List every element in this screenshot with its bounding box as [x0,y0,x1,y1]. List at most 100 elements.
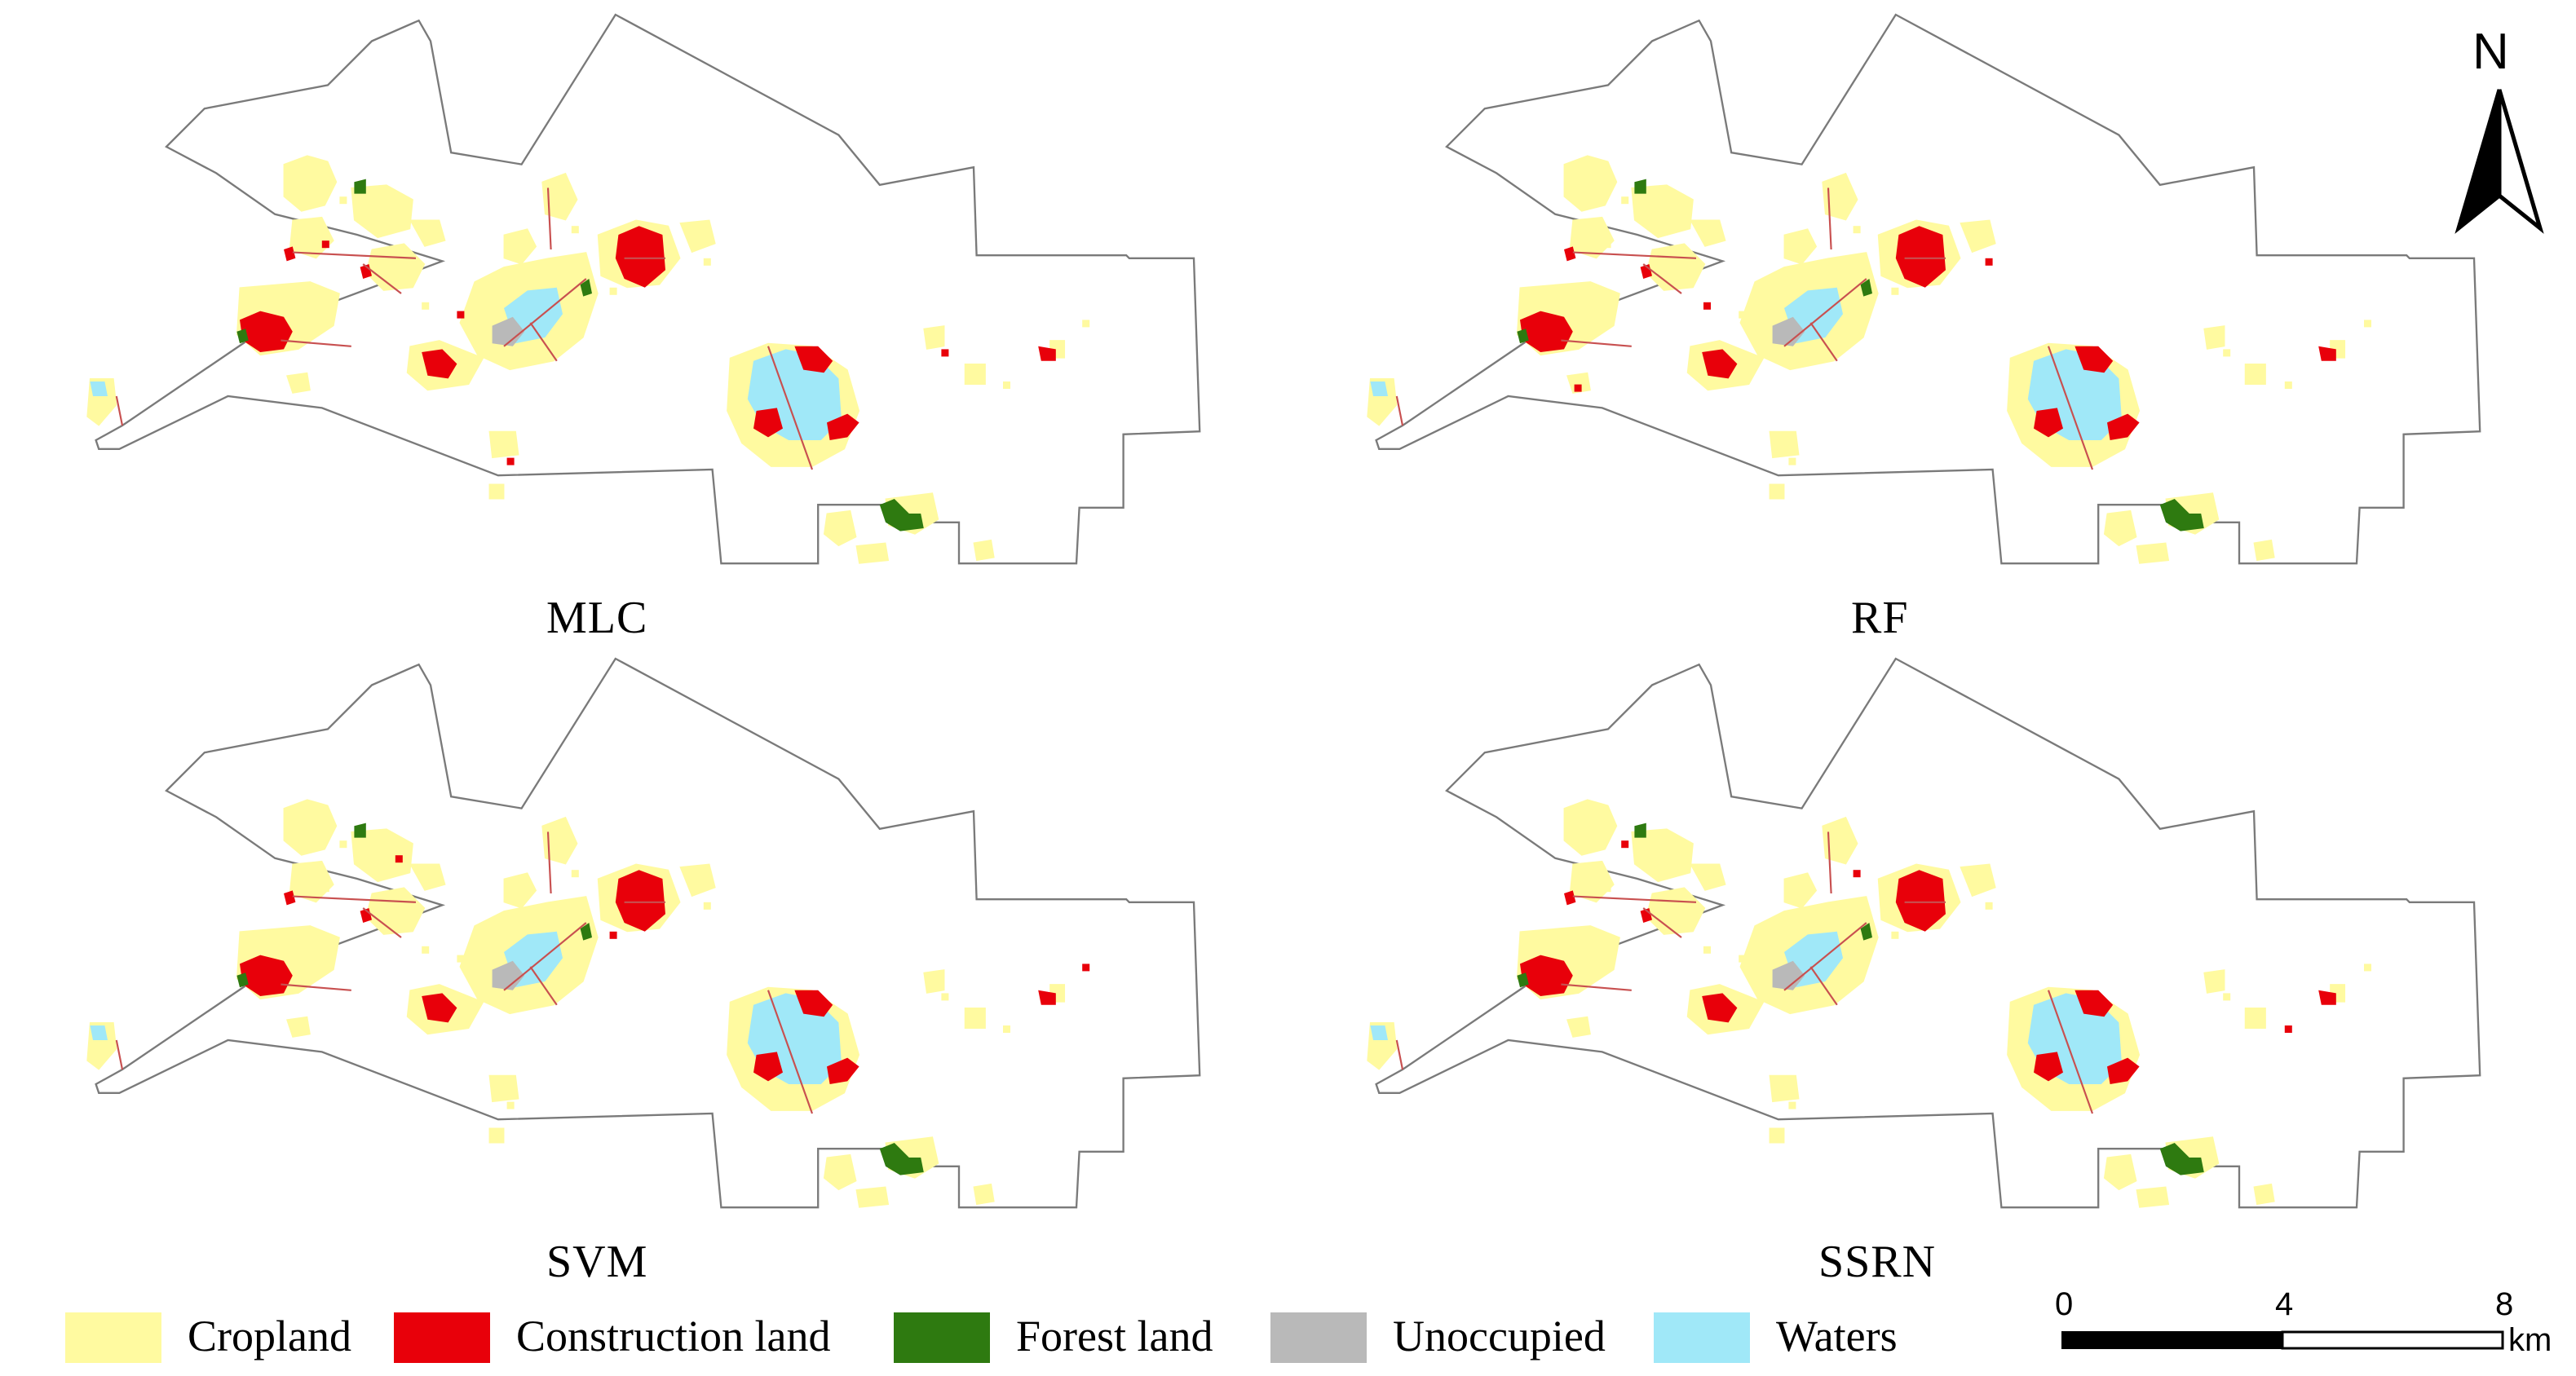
cropland-patch [1631,184,1694,239]
cropland-patch [1769,483,1785,500]
land-speckle [571,870,579,878]
land-speckle [292,1028,300,1036]
scale-bar-graphic [2061,1330,2504,1350]
legend-label-waters: Waters [1776,1312,1898,1361]
road-segment [292,895,417,903]
road-segment [1395,395,1404,426]
cropland-patch [1960,863,1996,897]
unoccupied-patch [1772,960,1805,990]
cropland-patch [2244,1007,2266,1030]
north-label: N [2472,24,2509,80]
legend-label-construction-land: Construction land [516,1312,831,1361]
road-segment [1783,922,1867,991]
construction-land-patch [2074,990,2114,1017]
forest-land-patch [1634,823,1646,838]
construction-land-patch [1564,890,1576,906]
land-speckle [1985,258,1993,266]
cropland-swatch [65,1312,161,1363]
land-speckle [2364,320,2371,328]
study-area-boundary [95,13,1201,565]
cropland-patch [1631,828,1694,883]
cropland-patch [488,483,505,500]
land-speckle [941,993,949,1001]
study-area-boundary [1375,13,2481,565]
land-speckle [1985,902,1993,910]
cropland-patch [283,799,338,856]
construction-land-patch [2074,346,2114,373]
land-speckle [1603,240,1611,249]
road-segment [362,907,402,938]
forest-land-patch [1517,329,1529,344]
road-segment [115,395,124,426]
legend: Cropland Construction land Forest land U… [65,1303,1973,1368]
road-segment [292,251,417,259]
land-speckle [609,287,617,295]
cropland-patch [1783,228,1818,265]
land-speckle [1621,840,1629,849]
cropland-patch [409,219,446,247]
scale-unit: km [2508,1322,2552,1358]
cropland-patch [1563,155,1618,212]
map-drawing [86,657,1201,1209]
unoccupied-patch [492,316,525,346]
land-speckle [457,955,465,963]
legend-label-forest-land: Forest land [1016,1312,1213,1361]
cropland-patch [1769,1074,1800,1103]
waters-patch [1370,381,1388,396]
road-segment [546,831,552,894]
land-speckle [1891,931,1899,939]
road-segment [2047,990,2094,1114]
forest-land-patch [580,279,592,297]
cropland-patch [2203,969,2225,994]
construction-land-patch [240,955,293,996]
construction-land-patch [2107,1057,2140,1084]
road-segment [529,966,558,1006]
cropland-patch [1822,816,1858,865]
cropland-patch [964,363,986,386]
road-segment [281,339,351,347]
land-speckle [1574,384,1582,392]
scale-tick-0: 0 [2055,1286,2074,1322]
forest-land-patch [354,179,366,194]
north-arrow-icon [2454,89,2544,234]
road-segment [1572,251,1697,259]
cropland-patch [541,816,578,865]
cropland-patch [679,219,716,254]
cropland-patch [351,828,413,883]
land-speckle [339,840,347,849]
land-speckle [1082,320,1090,328]
cropland-patch [2203,325,2225,350]
land-speckle [457,311,465,319]
cropland-patch [1566,1016,1591,1038]
cropland-patch [1566,372,1591,394]
road-segment [1561,339,1632,347]
land-speckle [1003,381,1010,389]
road-segment [767,990,814,1114]
cropland-patch [1783,872,1818,909]
construction-land-patch [827,413,859,440]
cropland-patch [2103,509,2137,547]
cropland-patch [409,863,446,891]
study-area-boundary [95,657,1201,1209]
land-speckle [1621,196,1629,205]
cropland-patch [503,872,537,909]
cropland-patch [973,1183,995,1206]
road-segment [1827,187,1832,250]
land-speckle [1574,1028,1582,1036]
waters-swatch [1654,1312,1750,1363]
construction-land-patch [1895,870,1946,932]
land-speckle [1853,226,1861,234]
land-speckle [1603,884,1611,893]
cropland-patch [1690,863,1726,891]
land-speckle [321,240,329,249]
road-segment [1827,831,1832,894]
construction-land-patch [1702,349,1738,379]
land-speckle [321,884,329,893]
road-segment [503,278,587,347]
scale-tick-8: 8 [2495,1286,2514,1322]
construction-land-patch [794,990,833,1017]
cropland-patch [1690,219,1726,247]
map-panel-rf: RF [1280,0,2552,652]
land-speckle [1891,287,1899,295]
